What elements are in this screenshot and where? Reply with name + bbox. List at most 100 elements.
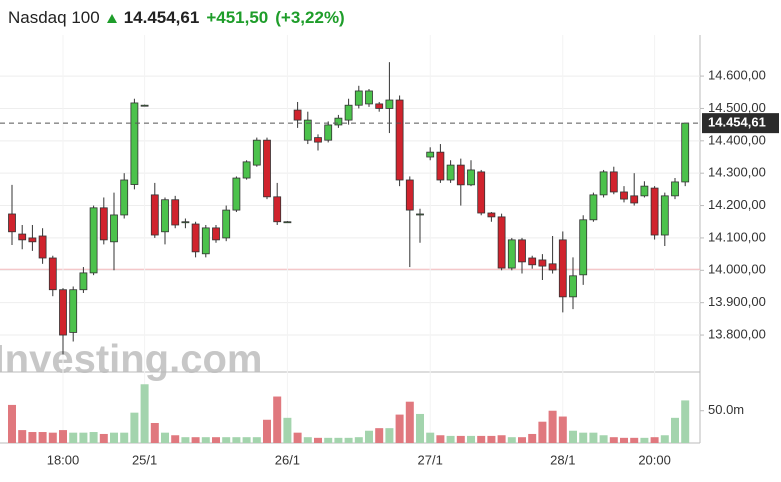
volume-bar (283, 417, 292, 443)
candle-body (252, 139, 261, 166)
volume-bar (538, 421, 547, 443)
instrument-name: Nasdaq 100 (8, 8, 100, 27)
candle-body (181, 221, 190, 224)
candle-body (140, 104, 149, 107)
candle-body (395, 99, 404, 181)
candle-body (620, 191, 628, 200)
volume-bar (681, 400, 690, 443)
candle-body (365, 90, 373, 105)
candle-body (344, 104, 353, 121)
y-tick-label: 14.300,00 (708, 165, 766, 180)
candle-body (405, 179, 414, 211)
volume-bar (263, 419, 271, 443)
volume-bar (130, 412, 139, 443)
candle-body (487, 212, 496, 218)
candle-body (375, 103, 384, 109)
volume-bar (303, 437, 312, 443)
change: +451,50 (206, 8, 269, 27)
candle-body (599, 171, 608, 196)
volume-bar (252, 437, 261, 443)
volume-bar (609, 437, 618, 443)
candle-body (212, 227, 220, 241)
volume-bar (375, 428, 384, 443)
volume-bar (28, 432, 37, 443)
candle-body (426, 151, 435, 158)
volume-bar (314, 437, 322, 443)
y-tick-label: 13.800,00 (708, 326, 766, 341)
candle-body (681, 122, 690, 183)
volume-bar (426, 432, 435, 443)
candle-body (28, 237, 37, 243)
volume-bar (436, 435, 445, 443)
volume-bar (354, 437, 363, 443)
volume-bar (569, 430, 577, 443)
x-tick-label: 27/1 (418, 452, 443, 467)
candle-body (303, 119, 312, 141)
x-tick-label: 26/1 (275, 452, 300, 467)
volume-bar (38, 432, 47, 443)
volume-bar (385, 428, 394, 443)
candle-body (38, 235, 47, 259)
last-price-label: 14.454,61 (708, 115, 766, 130)
volume-bar (48, 432, 57, 443)
volume-bar (181, 437, 190, 443)
candle-body (446, 164, 455, 181)
candle-body (69, 289, 78, 333)
watermark: Investing.com (0, 338, 262, 382)
y-tick-label: 14.000,00 (708, 262, 766, 277)
volume-bar (548, 410, 557, 443)
candle-body (18, 233, 27, 241)
candle-body (314, 137, 322, 143)
volume-bar (395, 414, 404, 443)
candle-body (569, 275, 577, 298)
volume-bar (456, 435, 465, 443)
volume-bar (416, 413, 424, 443)
volume-bar (640, 437, 649, 443)
candle-body (171, 199, 180, 226)
last-price: 14.454,61 (123, 8, 200, 27)
candle-body (293, 109, 302, 121)
last-price-box (702, 113, 779, 134)
volume-bar (650, 437, 659, 443)
candle-body (273, 196, 282, 223)
header: Nasdaq 100 14.454,61 +451,50 (+3,22%) (8, 6, 345, 30)
volume-tick-label: 50.0m (708, 402, 744, 417)
candle-body (416, 213, 424, 216)
candle-body (558, 239, 567, 298)
volume-bar (120, 432, 129, 443)
volume-bar (589, 432, 598, 443)
volume-bar (446, 435, 455, 443)
y-tick-label: 14.500,00 (708, 100, 766, 115)
volume-bar (405, 401, 414, 443)
volume-bar (599, 435, 608, 443)
candle-body (477, 171, 486, 214)
volume-bar (620, 437, 628, 443)
volume-bar (497, 435, 506, 443)
candle-body (548, 263, 557, 271)
volume-bar (365, 430, 373, 443)
volume-bar (558, 416, 567, 443)
volume-bar (212, 437, 220, 443)
candle-body (120, 179, 129, 216)
candle-body (48, 257, 57, 291)
candle-body (263, 139, 271, 198)
y-tick-label: 14.200,00 (708, 197, 766, 212)
volume-bar (222, 437, 231, 443)
candle-body (467, 169, 475, 186)
candle-body (99, 207, 108, 241)
volume-bar (242, 437, 251, 443)
candle-body (161, 199, 169, 233)
volume-bar (467, 435, 475, 443)
volume-bar (8, 404, 16, 443)
candle-body (436, 151, 445, 181)
volume-bar (579, 432, 588, 443)
candle-body (497, 216, 506, 269)
volume-bar (89, 432, 98, 443)
volume-bar (324, 437, 333, 443)
candle-body (660, 195, 669, 236)
volume-bar (477, 435, 486, 443)
volume-bar (528, 433, 537, 443)
volume-bar (273, 396, 282, 443)
candle-body (110, 214, 118, 243)
